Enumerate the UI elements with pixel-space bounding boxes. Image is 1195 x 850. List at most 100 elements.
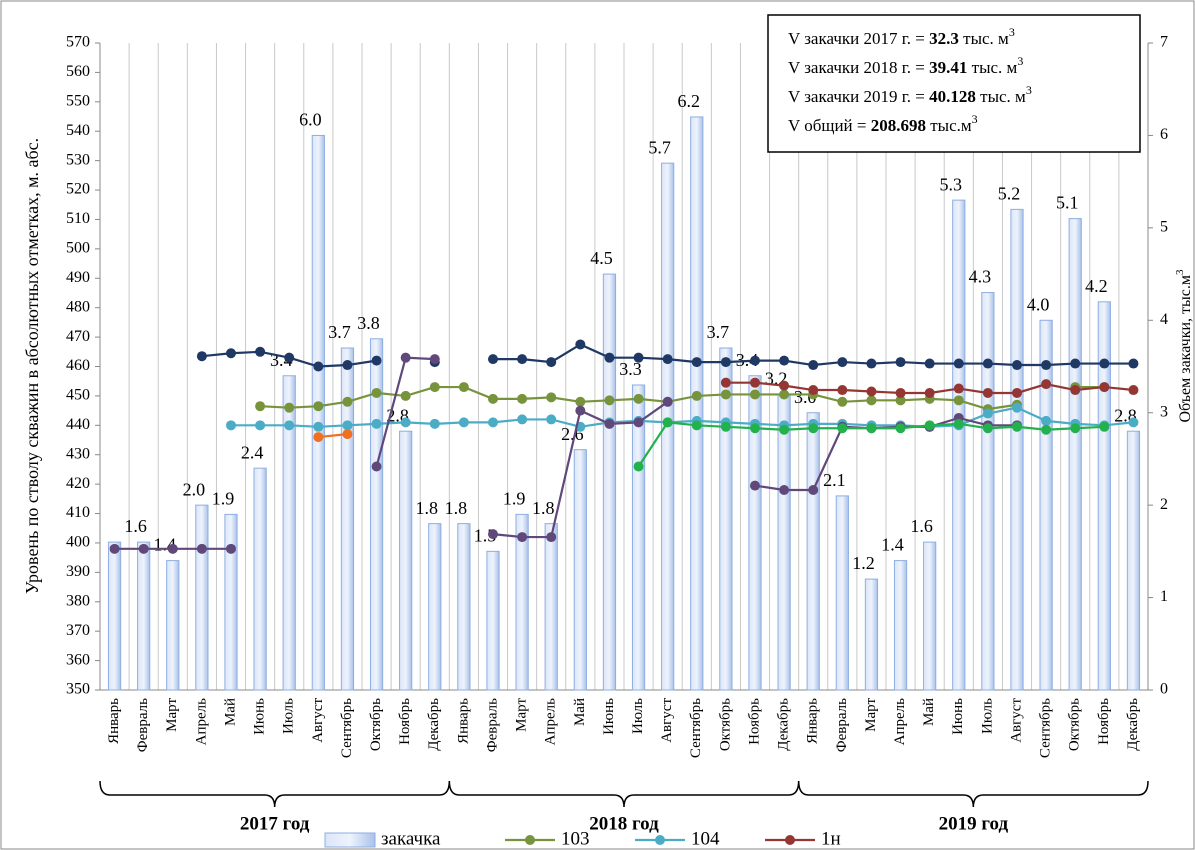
line-marker xyxy=(866,386,877,397)
line-marker xyxy=(720,377,731,388)
x-tick-label: Октябрь xyxy=(717,698,733,751)
line-marker xyxy=(429,418,440,429)
line-marker xyxy=(895,423,906,434)
line-marker xyxy=(429,382,440,393)
line-marker xyxy=(342,429,353,440)
line-marker xyxy=(167,543,178,554)
line-marker xyxy=(109,543,120,554)
line-marker xyxy=(1099,358,1110,369)
y-tick-label: 450 xyxy=(66,387,90,404)
line-marker xyxy=(458,382,469,393)
line-marker xyxy=(488,417,498,428)
line-marker xyxy=(1012,421,1022,432)
bar xyxy=(573,449,587,691)
line-marker xyxy=(371,355,382,366)
x-tick-label: Апрель xyxy=(193,698,209,746)
y2-tick-label: 3 xyxy=(1160,403,1168,420)
line-marker xyxy=(779,389,790,400)
line-marker xyxy=(371,418,382,429)
y-tick-label: 400 xyxy=(66,534,90,551)
x-tick-label: Сентябрь xyxy=(688,698,704,758)
bar-value-label: 6.2 xyxy=(678,91,701,111)
group-brace xyxy=(448,780,800,808)
y2-title-sup: 3 xyxy=(1174,269,1186,275)
line-marker xyxy=(1041,360,1052,371)
y-tick-label: 430 xyxy=(66,445,90,462)
y-tick-label: 440 xyxy=(66,416,90,433)
bar xyxy=(864,578,879,691)
line-marker xyxy=(982,408,993,419)
bar-value-label: 1.8 xyxy=(416,498,439,518)
bar-value-label: 4.0 xyxy=(1027,294,1050,314)
line-marker xyxy=(837,423,848,434)
y-tick-label: 540 xyxy=(66,122,90,139)
bar-value-label: 1.8 xyxy=(445,498,468,518)
x-tick-label: Июль xyxy=(281,698,297,734)
line-marker xyxy=(196,543,207,554)
line-marker xyxy=(779,485,790,496)
line-marker xyxy=(924,420,935,431)
bar xyxy=(631,384,646,691)
line-marker xyxy=(1012,402,1022,413)
summary-label: V закачки 2019 г. = xyxy=(788,87,929,106)
x-tick-label: Январь xyxy=(805,698,821,744)
legend-label: 103 xyxy=(561,828,590,849)
line-marker xyxy=(604,352,615,363)
line-marker xyxy=(313,401,324,412)
line-marker xyxy=(1128,358,1139,369)
line-marker xyxy=(662,396,673,407)
summary-value: 40.128 xyxy=(929,87,976,106)
line-marker xyxy=(750,389,760,400)
summary-sup: 3 xyxy=(1026,83,1032,97)
line-marker xyxy=(226,420,236,431)
x-tick-label: Июль xyxy=(630,698,646,734)
line-marker xyxy=(924,387,935,398)
summary-line: V закачки 2017 г. = 32.3 тыс. м3 xyxy=(788,25,1015,48)
line-marker xyxy=(779,355,790,366)
x-tick-label: Апрель xyxy=(543,698,559,746)
line-marker xyxy=(546,357,557,368)
x-tick-label: Декабрь xyxy=(776,698,792,751)
line-marker xyxy=(633,461,644,472)
line-marker xyxy=(808,360,819,371)
line-marker xyxy=(1070,423,1081,434)
bar xyxy=(515,513,529,691)
x-tick-label: Февраль xyxy=(135,698,151,752)
bar xyxy=(719,347,733,691)
x-tick-label: Апрель xyxy=(892,698,908,746)
x-tick-label: Июль xyxy=(979,698,995,734)
y2-tick-label: 0 xyxy=(1160,681,1168,698)
bar xyxy=(893,560,908,691)
summary-line: V закачки 2018 г. = 39.41 тыс. м3 xyxy=(788,54,1023,77)
line-marker xyxy=(429,354,440,365)
y-tick-label: 370 xyxy=(66,622,90,639)
bar-value-label: 1.9 xyxy=(503,489,526,509)
line-marker xyxy=(633,393,644,404)
line-marker xyxy=(1012,360,1022,371)
line-marker xyxy=(488,354,498,365)
x-tick-label: Январь xyxy=(106,698,122,744)
bar xyxy=(1097,301,1111,691)
line-marker xyxy=(662,417,673,428)
bar-value-label: 1.2 xyxy=(852,553,875,573)
y-tick-label: 550 xyxy=(66,92,90,109)
x-tick-label: Июнь xyxy=(252,698,268,735)
line-marker xyxy=(1012,387,1022,398)
line-marker xyxy=(750,480,760,491)
bar xyxy=(544,523,558,691)
y-tick-label: 420 xyxy=(66,475,90,492)
line-marker xyxy=(895,395,906,406)
bar xyxy=(486,550,500,691)
legend-swatch xyxy=(324,832,376,848)
bar-value-label: 3.7 xyxy=(328,322,351,342)
line-marker xyxy=(691,357,702,368)
line-marker xyxy=(488,529,498,540)
y-axis-title: Уровень по стволу скважин в абсолютных о… xyxy=(22,138,42,594)
line-marker xyxy=(575,405,586,416)
y2-tick-label: 1 xyxy=(1160,588,1168,605)
y-tick-label: 490 xyxy=(66,269,90,286)
y-tick-label: 500 xyxy=(66,240,90,257)
legend-marker xyxy=(525,835,535,845)
bar-value-label: 2.1 xyxy=(823,470,846,490)
